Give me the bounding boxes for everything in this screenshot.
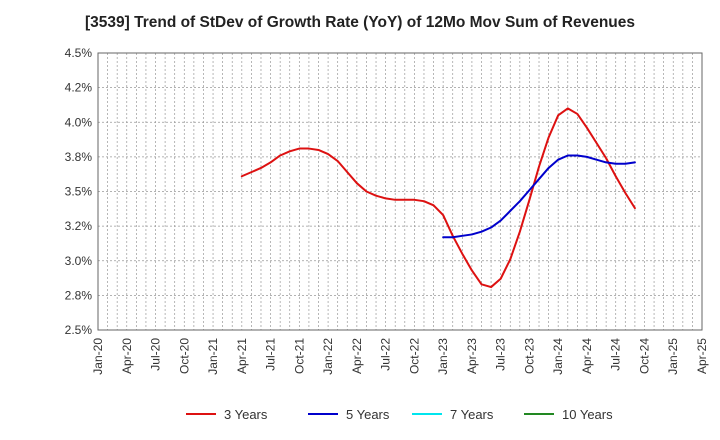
legend-label-3-years: 3 Years	[224, 407, 268, 422]
x-tick-label: Oct-20	[177, 338, 191, 374]
grid	[98, 53, 702, 330]
legend-label-7-years: 7 Years	[450, 407, 494, 422]
x-tick-label: Apr-20	[120, 338, 134, 374]
x-tick-label: Apr-24	[580, 338, 594, 374]
x-tick-label: Apr-23	[465, 338, 479, 374]
y-tick-label: 3.8%	[65, 150, 93, 164]
x-tick-label: Jan-22	[321, 338, 335, 375]
y-tick-label: 4.5%	[65, 46, 93, 60]
legend: 3 Years 5 Years 7 Years 10 Years	[186, 407, 613, 422]
x-tick-label: Apr-21	[235, 338, 249, 374]
x-tick-label: Jul-20	[149, 338, 163, 371]
y-tick-label: 2.8%	[65, 288, 93, 302]
plot-frame	[97, 52, 703, 331]
x-tick-label: Jul-23	[494, 338, 508, 371]
x-tick-label: Apr-22	[350, 338, 364, 374]
x-tick-label: Oct-23	[522, 338, 536, 374]
x-tick-label: Apr-25	[695, 338, 709, 374]
x-tick-label: Oct-21	[292, 338, 306, 374]
x-axis: Jan-20 Apr-20 Jul-20 Oct-20 Jan-21 Apr-21 Jul-…	[91, 338, 709, 375]
x-tick-label: Jan-20	[91, 338, 105, 375]
legend-label-10-years: 10 Years	[562, 407, 613, 422]
y-axis: 2.5% 2.8% 3.0% 3.2% 3.5% 3.8% 4.0% 4.2% 4.5%	[65, 46, 93, 337]
y-tick-label: 4.2%	[65, 81, 93, 95]
legend-label-5-years: 5 Years	[346, 407, 390, 422]
x-tick-label: Jan-21	[206, 338, 220, 375]
series-line-3-years	[240, 107, 636, 289]
x-tick-label: Jul-24	[609, 338, 623, 371]
y-tick-label: 4.0%	[65, 115, 93, 129]
x-tick-label: Oct-22	[407, 338, 421, 374]
x-tick-label: Jan-23	[436, 338, 450, 375]
y-tick-label: 3.2%	[65, 219, 93, 233]
y-tick-label: 3.5%	[65, 185, 93, 199]
y-tick-label: 2.5%	[65, 323, 93, 337]
x-tick-label: Jan-25	[666, 338, 680, 375]
x-tick-label: Oct-24	[637, 338, 651, 374]
series-layer	[240, 107, 636, 289]
y-tick-label: 3.0%	[65, 254, 93, 268]
x-tick-label: Jul-21	[264, 338, 278, 371]
x-tick-label: Jan-24	[551, 338, 565, 375]
chart-title: [3539] Trend of StDev of Growth Rate (Yo…	[84, 14, 636, 31]
series-line-5-years	[442, 154, 636, 239]
x-tick-label: Jul-22	[379, 338, 393, 371]
